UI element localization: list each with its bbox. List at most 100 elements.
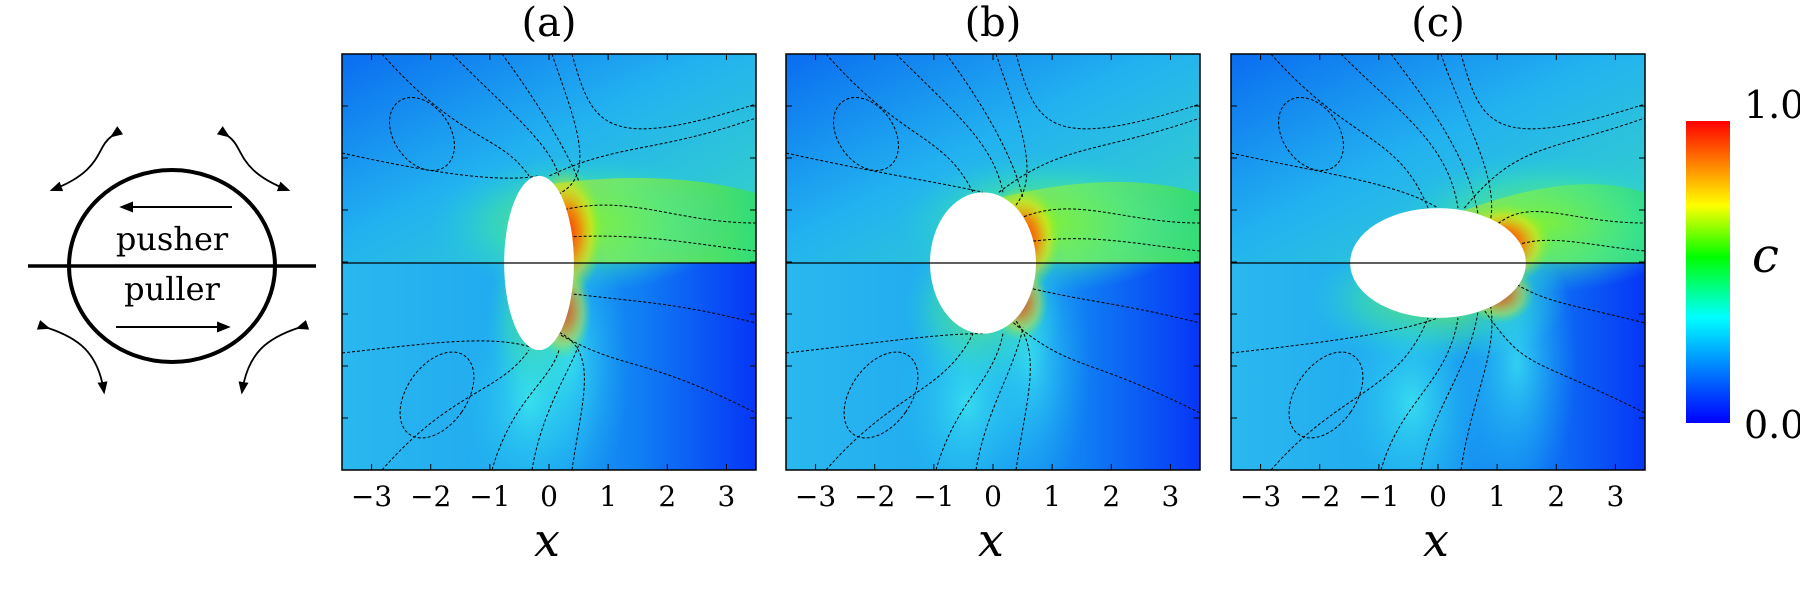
- x-tick-label: 1: [1488, 480, 1506, 513]
- streamline: [568, 235, 756, 252]
- streamline: [1009, 319, 1200, 414]
- streamline: [1014, 208, 1200, 224]
- x-axis-label: x: [534, 513, 560, 567]
- x-tick-label: 0: [984, 480, 1002, 513]
- x-tick-label: 0: [1429, 480, 1447, 513]
- panels: −3 −2 −1 0 1 2 3 (a) x −3 −2 −1 0 1 2 3 (b) x −3 −2 −1 0 1 2 3 (c…: [341, 0, 1646, 567]
- x-tick-label: 3: [718, 480, 736, 513]
- x-tick-label: −2: [410, 480, 451, 513]
- panel-title: (c): [1411, 0, 1465, 46]
- x-tick-label: −1: [469, 480, 510, 513]
- glow-lower-left: [897, 293, 1038, 470]
- streamlines: [342, 54, 756, 470]
- x-tick-label: 3: [1162, 480, 1180, 513]
- colorbar-max-label: 1.0: [1744, 83, 1800, 127]
- streamline: [1481, 306, 1645, 414]
- x-tick-label: 0: [540, 480, 558, 513]
- flow-arrow-icon-bottom-right: [238, 320, 310, 395]
- streamline: [551, 54, 581, 194]
- streamline: [1270, 54, 1429, 209]
- streamline: [1463, 117, 1645, 209]
- vortex-loop-lower: [399, 351, 475, 439]
- vortex-loop-upper: [833, 97, 899, 171]
- vortex-loop-lower: [1288, 351, 1364, 439]
- colorbar-min-label: 0.0: [1744, 403, 1800, 447]
- colorbar: 1.0 0.0 c: [1686, 83, 1800, 447]
- vortex-loop-lower: [843, 351, 919, 439]
- x-tick-label: 2: [658, 480, 676, 513]
- x-tick-label: 3: [1607, 480, 1625, 513]
- streamline: [1340, 54, 1459, 209]
- panel-b: −3 −2 −1 0 1 2 3 (b) x: [785, 0, 1201, 567]
- streamline: [1420, 311, 1479, 470]
- swimmer-schematic: pusher puller: [28, 126, 316, 395]
- streamlines: [1231, 54, 1645, 470]
- x-tick-label: −2: [854, 480, 895, 513]
- x-tick-label: −2: [1299, 480, 1340, 513]
- x-tick-label: 2: [1102, 480, 1120, 513]
- streamline: [945, 54, 1024, 199]
- x-tick-label: 1: [599, 480, 617, 513]
- streamline: [1270, 317, 1429, 470]
- concentration-field: [1231, 54, 1645, 470]
- panel-a: −3 −2 −1 0 1 2 3 (a) x: [341, 0, 757, 567]
- streamline: [381, 349, 530, 470]
- streamline: [1027, 287, 1200, 324]
- streamline: [381, 54, 530, 177]
- flow-arrow-icon-top-right: [216, 126, 291, 192]
- streamline: [995, 54, 1028, 207]
- streamline: [342, 152, 540, 179]
- streamline: [1390, 54, 1479, 215]
- streamline: [825, 54, 974, 193]
- concentration-field: [342, 54, 756, 470]
- flow-arrow-icon-top-left: [49, 126, 124, 192]
- streamline: [1014, 319, 1031, 470]
- streamline: [1490, 211, 1645, 231]
- streamlines: [786, 54, 1200, 470]
- streamline: [975, 327, 1024, 470]
- swimmer-body: [67, 168, 277, 364]
- panel-title: (a): [521, 0, 576, 46]
- streamline: [935, 333, 1004, 470]
- pusher-label: pusher: [116, 220, 229, 258]
- streamline: [1460, 54, 1645, 130]
- colorbar-label: c: [1752, 228, 1779, 284]
- x-tick-label: 2: [1547, 480, 1565, 513]
- concentration-field: [786, 54, 1200, 470]
- streamline: [1512, 281, 1645, 324]
- x-tick-label: −1: [1358, 480, 1399, 513]
- streamline: [549, 117, 756, 177]
- streamline: [1015, 54, 1200, 130]
- glow-lower-left: [1341, 293, 1482, 470]
- x-tick-label: 1: [1043, 480, 1061, 513]
- streamline: [1460, 306, 1493, 470]
- puller-label: puller: [124, 270, 221, 308]
- streamline: [1512, 239, 1645, 252]
- streamline: [998, 117, 1200, 193]
- vortex-loop-upper: [1278, 97, 1344, 171]
- vortex-loop-upper: [389, 97, 455, 171]
- x-tick-label: −3: [795, 480, 836, 513]
- streamline: [571, 54, 756, 130]
- streamline: [786, 152, 984, 193]
- streamline: [556, 332, 756, 414]
- x-axis-label: x: [978, 513, 1004, 567]
- streamline: [451, 54, 560, 176]
- x-axis-label: x: [1423, 513, 1449, 567]
- x-tick-label: −3: [351, 480, 392, 513]
- streamline: [786, 333, 984, 354]
- streamline: [1231, 152, 1439, 209]
- flow-arrow-icon-bottom-left: [36, 320, 108, 395]
- x-tick-label: −3: [1240, 480, 1281, 513]
- x-tick-label: −1: [913, 480, 954, 513]
- streamline: [491, 350, 560, 470]
- streamline: [501, 54, 580, 183]
- streamline: [1440, 54, 1493, 220]
- streamline: [1231, 317, 1439, 354]
- panel-title: (b): [965, 0, 1022, 46]
- streamline: [895, 54, 1004, 193]
- streamline: [1027, 238, 1200, 252]
- streamline: [1380, 317, 1459, 470]
- panel-c: −3 −2 −1 0 1 2 3 (c) x: [1230, 0, 1646, 567]
- streamline: [568, 293, 756, 324]
